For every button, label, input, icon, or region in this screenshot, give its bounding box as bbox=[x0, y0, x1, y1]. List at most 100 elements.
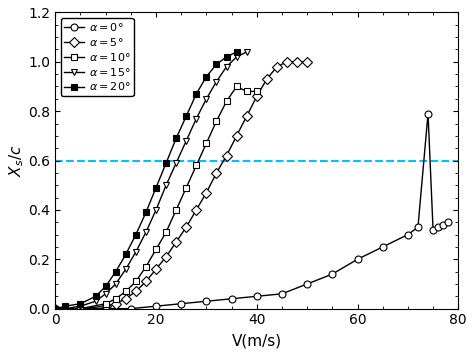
X-axis label: V(m/s): V(m/s) bbox=[232, 333, 282, 348]
$\alpha = 0°$ bbox=[440, 223, 446, 227]
$\alpha = 5°$ bbox=[133, 289, 139, 294]
$\alpha = 20°$ bbox=[203, 75, 209, 79]
$\alpha = 20°$ bbox=[63, 304, 68, 308]
$\alpha = 15°$ bbox=[113, 282, 118, 286]
$\alpha = 0°$ bbox=[355, 257, 360, 261]
$\alpha = 10°$ bbox=[183, 186, 189, 190]
$\alpha = 0°$ bbox=[380, 245, 385, 249]
$\alpha = 5°$ bbox=[203, 191, 209, 195]
$\alpha = 0°$ bbox=[229, 297, 235, 301]
$\alpha = 15°$ bbox=[193, 116, 199, 121]
$\alpha = 0°$ bbox=[78, 306, 83, 311]
$\alpha = 10°$ bbox=[163, 230, 169, 234]
$\alpha = 10°$ bbox=[193, 163, 199, 168]
$\alpha = 15°$ bbox=[103, 292, 109, 296]
$\alpha = 0°$ bbox=[430, 228, 436, 232]
$\alpha = 15°$ bbox=[203, 97, 209, 101]
$\alpha = 20°$ bbox=[103, 284, 109, 289]
$\alpha = 20°$ bbox=[133, 233, 139, 237]
$\alpha = 15°$ bbox=[93, 299, 99, 304]
$\alpha = 5°$ bbox=[153, 267, 159, 271]
$\alpha = 5°$ bbox=[143, 279, 149, 284]
$\alpha = 5°$ bbox=[173, 240, 179, 244]
$\alpha = 5°$ bbox=[274, 65, 280, 69]
$\alpha = 0°$ bbox=[279, 292, 285, 296]
$\alpha = 0°$ bbox=[425, 111, 431, 116]
$\alpha = 10°$ bbox=[214, 119, 219, 123]
$\alpha = 10°$ bbox=[234, 84, 239, 89]
$\alpha = 10°$ bbox=[224, 99, 229, 103]
$\alpha = 20°$ bbox=[78, 301, 83, 306]
$\alpha = 0°$ bbox=[128, 306, 134, 311]
$\alpha = 0°$ bbox=[435, 225, 441, 229]
$\alpha = 15°$ bbox=[214, 80, 219, 84]
$\alpha = 10°$ bbox=[143, 264, 149, 269]
$\alpha = 0°$ bbox=[254, 294, 260, 299]
$\alpha = 10°$ bbox=[123, 289, 128, 294]
$\alpha = 5°$ bbox=[224, 153, 229, 158]
$\alpha = 20°$ bbox=[224, 55, 229, 59]
$\alpha = 20°$ bbox=[214, 62, 219, 66]
$\alpha = 15°$ bbox=[78, 304, 83, 308]
$\alpha = 20°$ bbox=[234, 50, 239, 54]
$\alpha = 5°$ bbox=[264, 77, 270, 81]
$\alpha = 15°$ bbox=[244, 50, 249, 54]
$\alpha = 10°$ bbox=[78, 306, 83, 311]
$\alpha = 5°$ bbox=[53, 306, 58, 311]
$\alpha = 15°$ bbox=[143, 230, 149, 234]
$\alpha = 15°$ bbox=[163, 183, 169, 187]
$\alpha = 5°$ bbox=[234, 134, 239, 138]
$\alpha = 15°$ bbox=[133, 250, 139, 254]
$\alpha = 20°$ bbox=[173, 136, 179, 141]
$\alpha = 20°$ bbox=[53, 306, 58, 311]
$\alpha = 5°$ bbox=[103, 304, 109, 308]
$\alpha = 5°$ bbox=[294, 60, 300, 64]
$\alpha = 20°$ bbox=[153, 186, 159, 190]
$\alpha = 20°$ bbox=[193, 92, 199, 96]
Y-axis label: $X_s/c$: $X_s/c$ bbox=[7, 144, 26, 177]
$\alpha = 10°$ bbox=[254, 89, 260, 94]
$\alpha = 5°$ bbox=[193, 208, 199, 212]
$\alpha = 20°$ bbox=[93, 294, 99, 299]
$\alpha = 5°$ bbox=[123, 297, 128, 301]
$\alpha = 15°$ bbox=[183, 139, 189, 143]
$\alpha = 20°$ bbox=[123, 252, 128, 256]
$\alpha = 5°$ bbox=[244, 114, 249, 118]
$\alpha = 20°$ bbox=[113, 269, 118, 274]
$\alpha = 10°$ bbox=[244, 89, 249, 94]
$\alpha = 5°$ bbox=[183, 225, 189, 229]
Line: $\alpha = 0°$: $\alpha = 0°$ bbox=[52, 110, 452, 312]
$\alpha = 15°$ bbox=[53, 306, 58, 311]
$\alpha = 20°$ bbox=[163, 161, 169, 165]
$\alpha = 5°$ bbox=[214, 171, 219, 175]
$\alpha = 20°$ bbox=[143, 210, 149, 214]
$\alpha = 10°$ bbox=[203, 141, 209, 146]
$\alpha = 0°$ bbox=[203, 299, 209, 304]
$\alpha = 5°$ bbox=[163, 255, 169, 259]
$\alpha = 15°$ bbox=[63, 306, 68, 311]
$\alpha = 10°$ bbox=[113, 297, 118, 301]
Line: $\alpha = 15°$: $\alpha = 15°$ bbox=[52, 49, 250, 312]
$\alpha = 0°$ bbox=[178, 301, 184, 306]
$\alpha = 10°$ bbox=[173, 208, 179, 212]
$\alpha = 15°$ bbox=[234, 55, 239, 59]
$\alpha = 10°$ bbox=[53, 306, 58, 311]
$\alpha = 0°$ bbox=[446, 220, 451, 224]
$\alpha = 0°$ bbox=[153, 304, 159, 308]
$\alpha = 5°$ bbox=[78, 306, 83, 311]
$\alpha = 15°$ bbox=[123, 267, 128, 271]
$\alpha = 5°$ bbox=[284, 60, 290, 64]
$\alpha = 0°$ bbox=[53, 306, 58, 311]
Line: $\alpha = 10°$: $\alpha = 10°$ bbox=[52, 83, 260, 312]
$\alpha = 5°$ bbox=[304, 60, 310, 64]
Line: $\alpha = 5°$: $\alpha = 5°$ bbox=[52, 58, 310, 312]
$\alpha = 0°$ bbox=[304, 282, 310, 286]
$\alpha = 15°$ bbox=[153, 208, 159, 212]
$\alpha = 15°$ bbox=[224, 65, 229, 69]
$\alpha = 0°$ bbox=[415, 225, 421, 229]
$\alpha = 5°$ bbox=[254, 94, 260, 98]
Legend: $\alpha = 0°$, $\alpha = 5°$, $\alpha = 10°$, $\alpha = 15°$, $\alpha = 20°$: $\alpha = 0°$, $\alpha = 5°$, $\alpha = … bbox=[61, 18, 134, 96]
$\alpha = 10°$ bbox=[133, 279, 139, 284]
$\alpha = 5°$ bbox=[113, 301, 118, 306]
Line: $\alpha = 20°$: $\alpha = 20°$ bbox=[53, 49, 239, 311]
